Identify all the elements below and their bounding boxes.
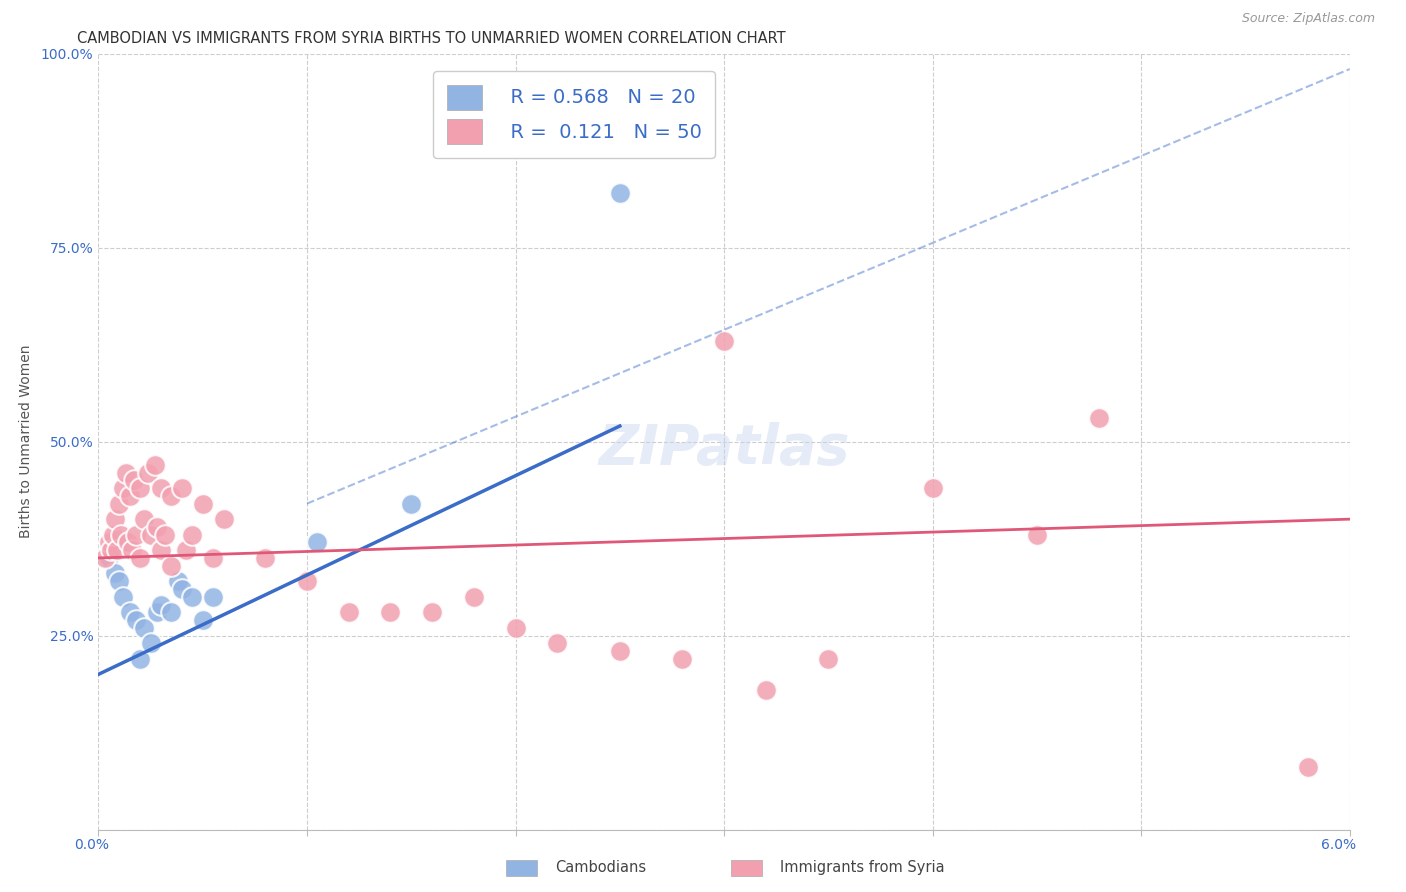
- Point: [93, 550, 115, 566]
- Point: [104, 512, 127, 526]
- Point: [671, 652, 693, 666]
- Point: [121, 543, 143, 558]
- Point: [139, 527, 162, 541]
- Point: [401, 497, 423, 511]
- Point: [307, 535, 329, 549]
- Point: [174, 543, 197, 558]
- Point: [817, 652, 839, 666]
- Text: Source: ZipAtlas.com: Source: ZipAtlas.com: [1241, 12, 1375, 25]
- Point: [110, 527, 132, 541]
- Point: [122, 473, 145, 487]
- Point: [150, 481, 173, 495]
- Point: [170, 582, 193, 596]
- Point: [166, 574, 188, 589]
- Point: [117, 535, 139, 549]
- Point: [380, 605, 402, 619]
- Point: [921, 481, 943, 495]
- Point: [100, 543, 122, 558]
- Point: [150, 543, 173, 558]
- Point: [463, 590, 485, 604]
- Point: [212, 512, 235, 526]
- Point: [191, 613, 214, 627]
- Point: [129, 481, 152, 495]
- Text: CAMBODIAN VS IMMIGRANTS FROM SYRIA BIRTHS TO UNMARRIED WOMEN CORRELATION CHART: CAMBODIAN VS IMMIGRANTS FROM SYRIA BIRTH…: [77, 31, 786, 46]
- Point: [1088, 411, 1111, 425]
- Point: [1026, 527, 1049, 541]
- Point: [505, 621, 527, 635]
- Point: [755, 682, 778, 697]
- Point: [254, 550, 277, 566]
- Point: [104, 566, 127, 581]
- Point: [146, 520, 169, 534]
- Point: [420, 605, 443, 619]
- Point: [139, 636, 162, 650]
- Point: [609, 186, 631, 201]
- Point: [112, 590, 135, 604]
- Text: 6.0%: 6.0%: [1322, 838, 1355, 852]
- Point: [202, 590, 225, 604]
- Point: [609, 644, 631, 658]
- Point: [295, 574, 318, 589]
- Point: [118, 489, 141, 503]
- Point: [105, 543, 128, 558]
- Point: [202, 550, 225, 566]
- Point: [150, 598, 173, 612]
- Y-axis label: Births to Unmarried Women: Births to Unmarried Women: [18, 345, 32, 538]
- Point: [146, 605, 169, 619]
- Point: [160, 605, 183, 619]
- Point: [125, 613, 148, 627]
- Point: [713, 334, 735, 348]
- Point: [138, 466, 160, 480]
- Text: Immigrants from Syria: Immigrants from Syria: [780, 861, 945, 875]
- Point: [546, 636, 568, 650]
- Point: [160, 558, 183, 573]
- Text: Cambodians: Cambodians: [555, 861, 647, 875]
- Point: [108, 497, 131, 511]
- Point: [181, 527, 204, 541]
- Point: [134, 512, 156, 526]
- Point: [125, 527, 148, 541]
- Point: [1296, 760, 1319, 774]
- Point: [153, 527, 176, 541]
- Point: [129, 652, 152, 666]
- Point: [191, 497, 214, 511]
- Point: [97, 535, 120, 549]
- Point: [129, 550, 152, 566]
- Point: [114, 466, 136, 480]
- Text: ZIPatlas: ZIPatlas: [599, 422, 849, 476]
- Point: [143, 458, 166, 472]
- Point: [181, 590, 204, 604]
- Point: [134, 621, 156, 635]
- Point: [108, 574, 131, 589]
- Point: [118, 605, 141, 619]
- Point: [160, 489, 183, 503]
- Point: [112, 481, 135, 495]
- Point: [97, 550, 120, 566]
- Point: [101, 527, 124, 541]
- Text: 0.0%: 0.0%: [75, 838, 108, 852]
- Legend:   R = 0.568   N = 20,   R =  0.121   N = 50: R = 0.568 N = 20, R = 0.121 N = 50: [433, 71, 716, 158]
- Point: [170, 481, 193, 495]
- Point: [337, 605, 360, 619]
